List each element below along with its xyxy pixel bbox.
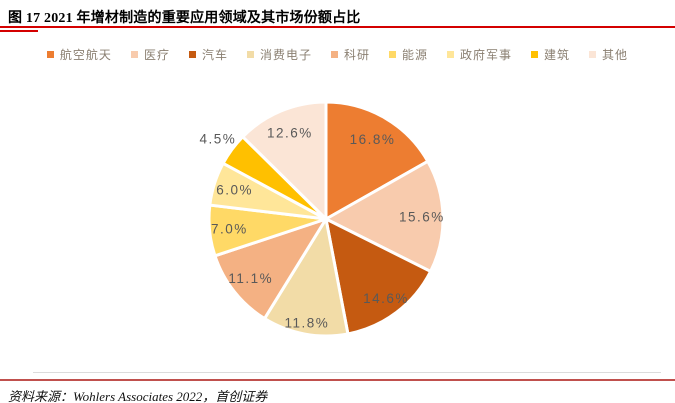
legend-label: 汽车 bbox=[201, 48, 228, 62]
chart-legend: 航空航天 医疗 汽车 消费电子 科研 能源 政府军事 建筑 其他 bbox=[0, 46, 675, 63]
source-note: 资料来源：Wohlers Associates 2022，首创证券 bbox=[8, 389, 268, 403]
legend-marker bbox=[447, 51, 455, 58]
legend-label: 航空航天 bbox=[59, 48, 112, 62]
legend-marker bbox=[389, 51, 396, 58]
legend-item: 消费电子 bbox=[246, 46, 312, 63]
legend-label: 消费电子 bbox=[259, 48, 312, 62]
figure-title: 图 17 2021 年增材制造的重要应用领域及其市场份额占比 bbox=[8, 11, 361, 26]
legend-marker bbox=[330, 51, 338, 58]
legend-label: 医疗 bbox=[143, 48, 170, 62]
legend-label: 建筑 bbox=[544, 48, 571, 62]
legend-marker bbox=[246, 51, 254, 58]
pie-slice-label: 11.8% bbox=[285, 315, 330, 330]
pie-slice-label: 12.6% bbox=[267, 125, 313, 140]
legend-item: 科研 bbox=[330, 46, 370, 63]
legend-item: 航空航天 bbox=[46, 46, 112, 63]
legend-item: 汽车 bbox=[188, 46, 228, 63]
legend-item: 其他 bbox=[589, 46, 628, 63]
legend-item: 医疗 bbox=[130, 46, 170, 63]
pie-slice-label: 4.5% bbox=[200, 132, 237, 147]
pie-slice bbox=[324, 217, 433, 336]
pie-slice bbox=[263, 217, 350, 338]
legend-item: 建筑 bbox=[531, 46, 570, 63]
legend-marker bbox=[46, 51, 54, 58]
pie-slice-label: 11.1% bbox=[228, 271, 273, 286]
pie-slice-label: 7.0% bbox=[211, 221, 248, 236]
legend-marker bbox=[130, 51, 138, 58]
pie-slice bbox=[324, 100, 430, 221]
pie-slice-label: 6.0% bbox=[216, 183, 253, 198]
pie-slice-label: 15.6% bbox=[399, 209, 445, 224]
legend-label: 其他 bbox=[602, 48, 629, 62]
pie-slice bbox=[324, 159, 445, 273]
legend-label: 科研 bbox=[343, 48, 370, 62]
legend-marker bbox=[188, 51, 196, 58]
plot-bottom-border bbox=[33, 372, 661, 373]
legend-label: 政府军事 bbox=[460, 48, 513, 62]
pie-slice-label: 16.8% bbox=[350, 132, 396, 147]
legend-marker bbox=[589, 51, 597, 58]
title-underline bbox=[0, 26, 675, 28]
footer-rule bbox=[0, 379, 675, 381]
title-underline-left-mark bbox=[0, 30, 38, 32]
pie-slice bbox=[241, 100, 328, 221]
legend-label: 能源 bbox=[402, 48, 429, 62]
pie-slice-label: 14.6% bbox=[363, 291, 409, 306]
legend-item: 政府军事 bbox=[447, 46, 512, 63]
legend-marker bbox=[531, 51, 539, 58]
pie-slice bbox=[213, 217, 328, 321]
legend-item: 能源 bbox=[389, 46, 428, 63]
